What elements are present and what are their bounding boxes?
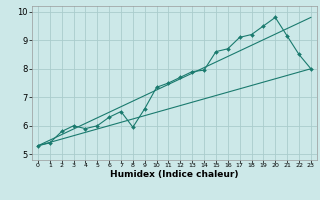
X-axis label: Humidex (Indice chaleur): Humidex (Indice chaleur) xyxy=(110,170,239,179)
